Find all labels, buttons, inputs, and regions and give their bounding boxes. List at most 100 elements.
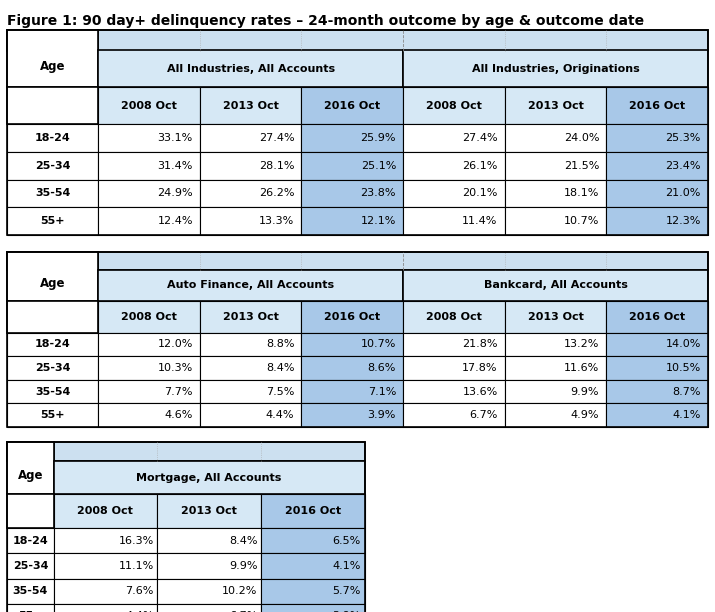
Bar	[7, 30, 98, 51]
Text: 10.2%: 10.2%	[222, 586, 257, 596]
Bar	[7, 152, 98, 180]
Bar	[200, 403, 302, 427]
Bar	[302, 207, 403, 235]
Text: 3.9%: 3.9%	[332, 611, 361, 612]
Bar	[302, 30, 403, 51]
Text: 9.9%: 9.9%	[571, 387, 599, 397]
Text: 21.5%: 21.5%	[564, 161, 599, 171]
Bar	[98, 380, 200, 403]
Bar	[54, 553, 157, 578]
Bar	[7, 301, 98, 332]
Text: 8.4%: 8.4%	[229, 536, 257, 546]
Bar	[54, 461, 365, 494]
Text: 13.3%: 13.3%	[259, 216, 295, 226]
Bar	[403, 252, 505, 269]
Text: 35-54: 35-54	[35, 188, 70, 198]
Bar	[200, 180, 302, 207]
Bar	[98, 88, 200, 124]
Bar	[403, 207, 505, 235]
Bar	[261, 553, 365, 578]
Bar	[403, 356, 505, 380]
Bar	[505, 380, 606, 403]
Bar	[403, 51, 708, 88]
Text: 2008 Oct: 2008 Oct	[77, 506, 134, 516]
Bar	[7, 252, 98, 301]
Text: 24.0%: 24.0%	[563, 133, 599, 143]
Text: 2008 Oct: 2008 Oct	[121, 312, 177, 322]
Bar	[7, 578, 54, 604]
Bar	[606, 88, 708, 124]
Bar	[98, 252, 200, 269]
Bar	[98, 252, 708, 269]
Bar	[302, 124, 403, 152]
Bar	[98, 30, 708, 51]
Text: 11.1%: 11.1%	[119, 561, 154, 571]
Bar	[403, 380, 505, 403]
Bar	[261, 528, 365, 553]
Text: 7.7%: 7.7%	[164, 387, 193, 397]
Bar	[403, 152, 505, 180]
Bar	[7, 207, 98, 235]
Text: 17.8%: 17.8%	[462, 363, 498, 373]
Text: 2013 Oct: 2013 Oct	[528, 312, 583, 322]
Text: 21.0%: 21.0%	[666, 188, 701, 198]
Bar	[200, 88, 302, 124]
Text: 16.3%: 16.3%	[119, 536, 154, 546]
Bar	[505, 332, 606, 356]
Bar	[98, 403, 200, 427]
Bar	[606, 124, 708, 152]
Bar	[606, 403, 708, 427]
Text: 10.3%: 10.3%	[157, 363, 193, 373]
Bar	[606, 356, 708, 380]
Text: 2013 Oct: 2013 Oct	[528, 101, 583, 111]
Text: 25.9%: 25.9%	[360, 133, 396, 143]
Bar	[157, 442, 261, 461]
Bar	[7, 553, 54, 578]
Text: All Industries, All Accounts: All Industries, All Accounts	[167, 64, 335, 74]
Bar	[98, 332, 200, 356]
Bar	[200, 124, 302, 152]
Text: 12.4%: 12.4%	[157, 216, 193, 226]
Text: 55+: 55+	[41, 216, 65, 226]
Text: 14.0%: 14.0%	[666, 339, 701, 349]
Bar	[54, 442, 157, 461]
Text: All Industries, Originations: All Industries, Originations	[472, 64, 639, 74]
Bar	[200, 301, 302, 332]
Text: 7.5%: 7.5%	[266, 387, 295, 397]
Text: 20.1%: 20.1%	[463, 188, 498, 198]
Bar	[7, 442, 54, 461]
Text: 10.7%: 10.7%	[564, 216, 599, 226]
Text: 3.9%: 3.9%	[368, 410, 396, 420]
Text: 2013 Oct: 2013 Oct	[222, 312, 279, 322]
Bar	[200, 30, 302, 51]
Text: 4.1%: 4.1%	[332, 561, 361, 571]
Bar	[403, 88, 505, 124]
Bar	[7, 528, 54, 553]
Text: 13.2%: 13.2%	[564, 339, 599, 349]
Text: 8.7%: 8.7%	[672, 387, 701, 397]
Text: 18-24: 18-24	[12, 536, 48, 546]
Text: 28.1%: 28.1%	[259, 161, 295, 171]
Text: 26.2%: 26.2%	[259, 188, 295, 198]
Text: 4.4%: 4.4%	[266, 410, 295, 420]
Bar	[261, 494, 365, 528]
Text: Age: Age	[40, 277, 66, 290]
Text: 2013 Oct: 2013 Oct	[181, 506, 237, 516]
Bar	[7, 604, 54, 612]
Text: 18-24: 18-24	[35, 133, 71, 143]
Bar	[505, 152, 606, 180]
Bar	[200, 332, 302, 356]
Bar	[302, 356, 403, 380]
Bar	[157, 553, 261, 578]
Bar	[505, 252, 606, 269]
Bar	[302, 252, 403, 269]
Bar	[200, 207, 302, 235]
Bar	[157, 578, 261, 604]
Text: Figure 1: 90 day+ delinquency rates – 24-month outcome by age & outcome date: Figure 1: 90 day+ delinquency rates – 24…	[7, 14, 644, 28]
Bar	[505, 180, 606, 207]
Text: 7.1%: 7.1%	[368, 387, 396, 397]
Text: 25-34: 25-34	[13, 561, 48, 571]
Bar	[606, 301, 708, 332]
Bar	[261, 442, 365, 461]
Text: 5.7%: 5.7%	[332, 586, 361, 596]
